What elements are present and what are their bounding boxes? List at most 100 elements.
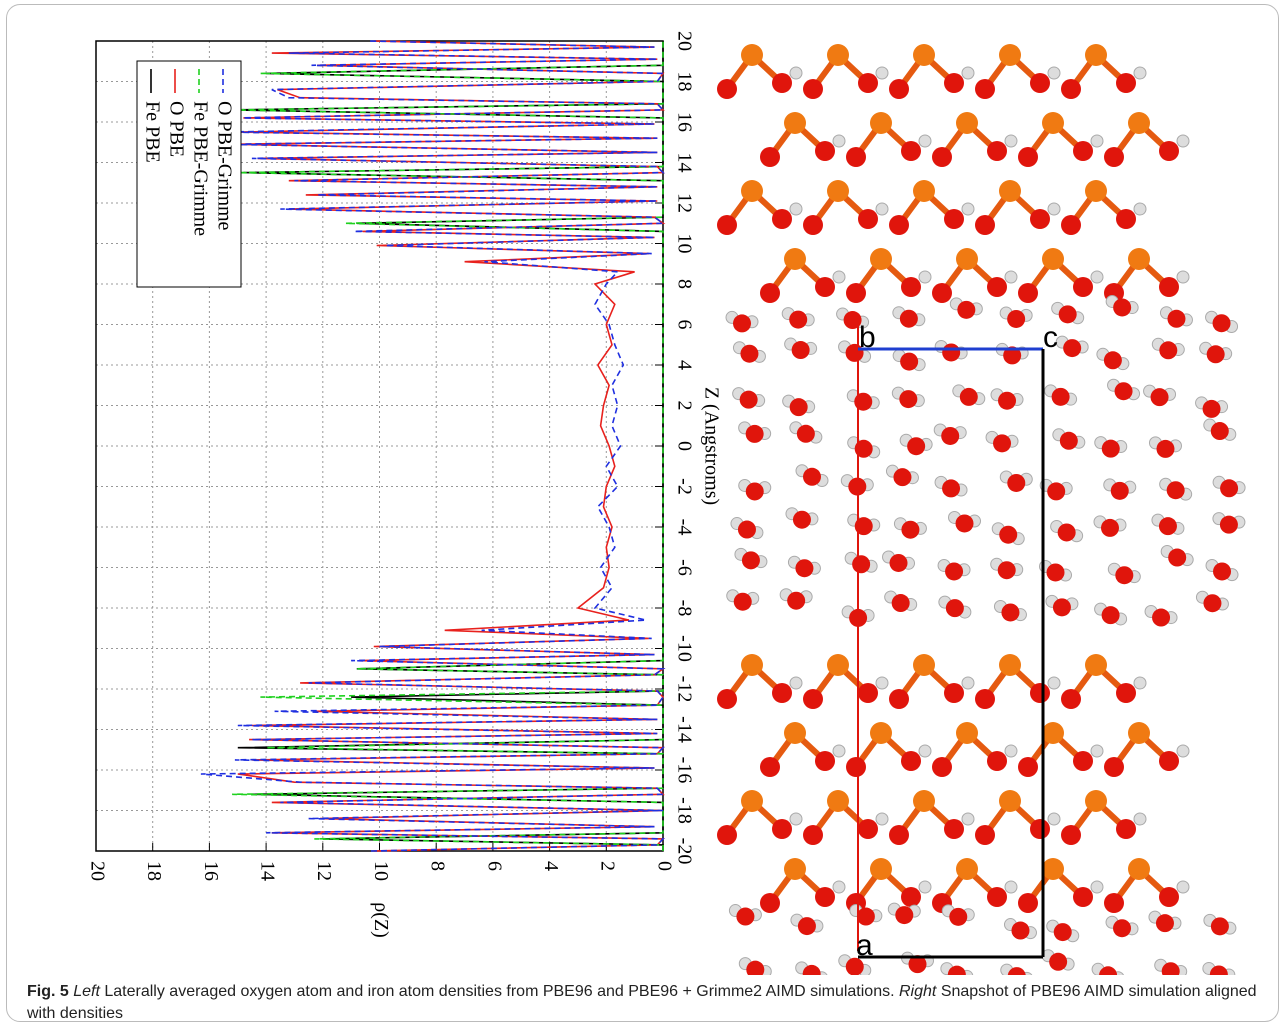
oxygen-atom <box>893 468 912 487</box>
oxygen-atom <box>745 482 764 501</box>
hydrogen-atom <box>961 812 975 826</box>
oxygen-atom <box>987 751 1007 771</box>
oxygen-atom <box>852 555 871 574</box>
z-tick-label: -10 <box>673 635 695 662</box>
hydrogen-atom <box>961 202 975 216</box>
oxygen-atom <box>1159 751 1179 771</box>
z-tick-label: 4 <box>673 360 695 370</box>
cell-label: a <box>856 929 873 962</box>
oxygen-atom <box>1061 215 1081 235</box>
oxygen-atom <box>1030 683 1050 703</box>
oxygen-atom <box>740 344 759 363</box>
oxygen-atom <box>1073 887 1093 907</box>
oxygen-atom <box>941 426 960 445</box>
oxygen-atom <box>1030 209 1050 229</box>
snapshot: a b c <box>717 31 1246 975</box>
z-tick-label: 6 <box>673 320 695 330</box>
oxygen-atom <box>854 517 873 536</box>
y-axis-label: ρ(Z) <box>370 902 392 938</box>
oxygen-atom <box>1209 965 1228 975</box>
oxygen-atom <box>987 887 1007 907</box>
figure: 0 2 4 6 8 10 12 14 16 18 20 -20 -18 -16 -14 -12 -10 -8 -6-… <box>6 4 1279 1022</box>
hydrogen-atom <box>832 744 846 758</box>
oxygen-atom <box>901 277 921 297</box>
oxygen-atom <box>1203 594 1222 613</box>
oxygen-atom <box>856 907 875 926</box>
iron-atom <box>956 858 978 880</box>
hydrogen-atom <box>875 202 889 216</box>
iron-atom <box>827 790 849 812</box>
oxygen-atom <box>1049 952 1068 971</box>
oxygen-atom <box>1051 387 1070 406</box>
z-tick-label: 10 <box>673 234 695 254</box>
rho-tick-label: 8 <box>427 861 449 871</box>
oxygen-atom <box>945 599 964 618</box>
z-tick-label: 0 <box>673 441 695 451</box>
rho-tick-label: 12 <box>313 861 335 881</box>
oxygen-atom <box>717 79 737 99</box>
hydrogen-atom <box>1090 134 1104 148</box>
oxygen-atom <box>815 751 835 771</box>
oxygen-atom <box>845 957 864 975</box>
legend-label: Fe PBE-Grimme <box>189 101 211 236</box>
oxygen-atom <box>1061 825 1081 845</box>
series-line <box>200 40 666 852</box>
z-tick-label: -4 <box>673 519 695 536</box>
rho-tick-label: 10 <box>370 861 392 881</box>
oxygen-atom <box>901 141 921 161</box>
oxygen-atom <box>796 424 815 443</box>
oxygen-atom <box>772 209 792 229</box>
iron-atom <box>999 654 1021 676</box>
oxygen-atom <box>1115 566 1134 585</box>
rho-tick-label: 18 <box>143 861 165 881</box>
oxygen-atom <box>993 434 1012 453</box>
oxygen-atom <box>772 73 792 93</box>
hydrogen-atom <box>875 66 889 80</box>
hydrogen-atom <box>1004 270 1018 284</box>
oxygen-atom <box>760 147 780 167</box>
oxygen-atom <box>1104 147 1124 167</box>
hydrogen-atom <box>1004 744 1018 758</box>
oxygen-atom <box>1156 439 1175 458</box>
oxygen-atom <box>1057 523 1076 542</box>
z-tick-label: 18 <box>673 72 695 92</box>
legend-label: Fe PBE <box>141 101 163 163</box>
hydrogen-atom <box>1133 66 1147 80</box>
rho-tick-label: 14 <box>257 861 279 881</box>
z-tick-label: 16 <box>673 112 695 132</box>
oxygen-atom <box>1007 473 1026 492</box>
caption-right: Right <box>899 983 937 1000</box>
oxygen-atom <box>949 907 968 926</box>
iron-atom <box>870 112 892 134</box>
legend-label: O PBE <box>165 101 187 157</box>
z-tick-label: -18 <box>673 797 695 824</box>
oxygen-atom <box>901 887 921 907</box>
oxygen-atom <box>1007 309 1026 328</box>
iron-atom <box>999 44 1021 66</box>
oxygen-atom <box>854 392 873 411</box>
oxygen-atom <box>1059 431 1078 450</box>
oxygen-atom <box>889 825 909 845</box>
oxygen-atom <box>1101 439 1120 458</box>
hydrogen-atom <box>875 812 889 826</box>
oxygen-atom <box>975 689 995 709</box>
oxygen-atom <box>1073 141 1093 161</box>
iron-atom <box>741 654 763 676</box>
oxygen-atom <box>739 390 758 409</box>
oxygen-atom <box>802 964 821 975</box>
oxygen-atom <box>789 398 808 417</box>
hydrogen-atom <box>789 66 803 80</box>
iron-atom <box>784 858 806 880</box>
oxygen-atom <box>1104 757 1124 777</box>
oxygen-atom <box>987 141 1007 161</box>
oxygen-atom <box>907 437 926 456</box>
oxygen-atom <box>846 757 866 777</box>
oxygen-atom <box>942 479 961 498</box>
oxygen-atom <box>745 424 764 443</box>
iron-atom <box>784 248 806 270</box>
oxygen-atom <box>760 283 780 303</box>
z-tick-label: -12 <box>673 676 695 703</box>
oxygen-atom <box>1155 914 1174 933</box>
oxygen-atom <box>975 79 995 99</box>
oxygen-atom <box>955 514 974 533</box>
